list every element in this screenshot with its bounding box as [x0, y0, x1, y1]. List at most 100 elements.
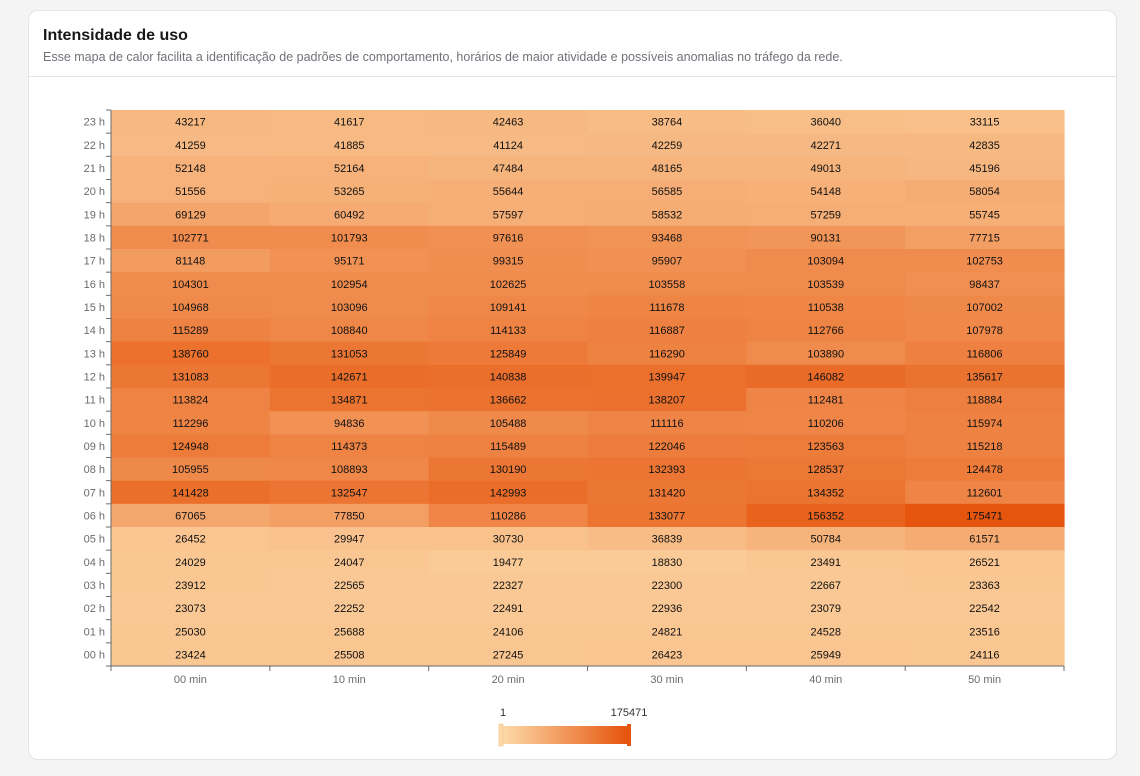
cell-value-label: 130190: [490, 464, 527, 476]
heatmap-chart: 43217 41617 42463 38764 36040 33115 41259 41885…: [84, 109, 1065, 747]
cell-value-label: 30730: [493, 534, 524, 546]
heatmap-cell: [269, 225, 430, 250]
cell-value-label: 56585: [652, 186, 683, 198]
cell-value-label: 23079: [810, 603, 841, 615]
heatmap-cell: [269, 110, 430, 134]
cell-value-label: 26452: [175, 534, 206, 546]
y-tick-label: 20 h: [84, 186, 105, 198]
cell-value-label: 112601: [967, 487, 1003, 499]
heatmap-cell: [587, 457, 747, 482]
cell-value-label: 97616: [493, 232, 524, 244]
heatmap-cell: [111, 249, 271, 273]
heatmap-cell: [111, 573, 271, 598]
heatmap-cell: [746, 225, 906, 250]
cell-value-label: 23424: [175, 649, 206, 661]
cell-value-label: 42271: [810, 140, 841, 152]
heatmap-cell: [111, 272, 271, 296]
y-tick-label: 09 h: [84, 441, 105, 453]
y-tick-label: 06 h: [84, 510, 105, 522]
cell-value-label: 54148: [810, 186, 841, 198]
cell-value-label: 105488: [490, 418, 527, 430]
heatmap-cell: [111, 527, 271, 551]
heatmap-cell: [428, 619, 589, 644]
cell-value-label: 77850: [334, 510, 365, 522]
heatmap-cell: [746, 596, 906, 621]
cell-value-label: 81148: [176, 256, 206, 268]
y-tick-label: 02 h: [84, 603, 105, 615]
heatmap-cell: [111, 388, 271, 412]
cell-value-label: 116887: [649, 325, 685, 337]
heatmap-cell: [428, 133, 589, 157]
cell-value-label: 113824: [172, 395, 208, 407]
cell-value-label: 24029: [175, 557, 206, 569]
cell-value-label: 138760: [172, 348, 209, 360]
cell-value-label: 49013: [810, 163, 841, 175]
cell-value-label: 132547: [331, 487, 368, 499]
heatmap-cell: [587, 110, 747, 134]
cell-value-label: 103094: [807, 256, 844, 268]
cell-value-label: 111678: [649, 302, 684, 314]
cell-value-label: 38764: [652, 117, 683, 129]
cell-value-label: 103096: [331, 302, 368, 314]
cell-value-label: 22327: [493, 580, 524, 592]
cell-value-label: 134352: [807, 487, 844, 499]
cell-value-label: 135617: [966, 371, 1003, 383]
heatmap-cell: [587, 550, 747, 574]
visual-map-bar[interactable]: [503, 726, 627, 744]
heatmap-cell: [587, 388, 747, 412]
heatmap-cell: [269, 434, 430, 459]
cell-value-label: 61571: [969, 534, 1000, 546]
heatmap-cell: [269, 364, 430, 389]
visual-map-max-label: 175471: [611, 707, 648, 719]
heatmap-cell: [905, 272, 1065, 296]
cell-value-label: 115218: [967, 441, 1003, 453]
cell-value-label: 43217: [175, 117, 206, 129]
cell-value-label: 23073: [175, 603, 206, 615]
heatmap-cell: [905, 225, 1065, 250]
heatmap-cell: [111, 619, 271, 644]
x-tick-label: 50 min: [968, 674, 1001, 686]
heatmap-cell: [587, 411, 747, 435]
heatmap-cell: [111, 503, 271, 528]
cell-value-label: 22300: [652, 580, 683, 592]
heatmap-cell: [428, 156, 589, 181]
heatmap-cell: [746, 434, 906, 459]
cell-value-label: 139947: [649, 371, 686, 383]
cell-value-label: 52148: [175, 163, 206, 175]
cell-value-label: 42835: [969, 140, 1000, 152]
heatmap-cell: [587, 225, 747, 250]
heatmap-cell: [905, 202, 1065, 227]
heatmap-cell: [428, 550, 589, 574]
heatmap-cell: [905, 179, 1065, 204]
cell-value-label: 47484: [493, 163, 524, 175]
cell-value-label: 99315: [493, 256, 524, 268]
y-tick-label: 07 h: [84, 487, 105, 499]
heatmap-cell: [587, 619, 747, 644]
y-tick-label: 18 h: [84, 232, 105, 244]
cell-value-label: 42463: [493, 117, 524, 129]
cell-value-label: 95171: [334, 256, 365, 268]
cell-value-label: 22542: [969, 603, 1000, 615]
visual-map-handle-max[interactable]: [627, 724, 631, 746]
heatmap-cell: [746, 179, 906, 204]
cell-value-label: 115289: [172, 325, 208, 337]
cell-value-label: 141428: [172, 487, 209, 499]
visual-map-handle-min[interactable]: [498, 723, 504, 747]
heatmap-cell: [428, 364, 589, 389]
heatmap-cell: [428, 457, 589, 482]
heatmap-cell: [428, 388, 589, 412]
heatmap-card: Intensidade de uso Esse mapa de calor fa…: [28, 10, 1117, 760]
cell-value-label: 24047: [334, 557, 365, 569]
heatmap-cell: [269, 550, 430, 574]
cell-value-label: 22565: [334, 580, 365, 592]
heatmap-cell: [428, 480, 589, 505]
heatmap-cell: [111, 341, 271, 366]
cell-value-label: 18830: [652, 557, 683, 569]
cell-value-label: 142671: [331, 371, 368, 383]
cell-value-label: 146082: [807, 371, 844, 383]
heatmap-cell: [111, 411, 271, 435]
heatmap-cell: [269, 318, 430, 343]
cell-value-label: 36040: [810, 117, 841, 129]
cell-value-label: 131053: [331, 348, 368, 360]
cell-value-label: 131083: [172, 371, 209, 383]
